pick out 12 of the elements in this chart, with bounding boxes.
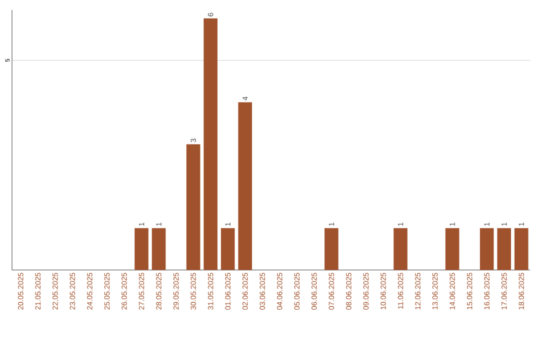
bar [152, 228, 166, 270]
bar [204, 18, 218, 270]
bar [514, 228, 528, 270]
bar [394, 228, 408, 270]
bar [220, 228, 235, 270]
bar [497, 228, 512, 270]
bar [480, 228, 494, 270]
bar [186, 144, 200, 270]
bar [324, 228, 338, 270]
bar [445, 228, 460, 270]
bar [134, 228, 148, 270]
bar [238, 102, 252, 270]
